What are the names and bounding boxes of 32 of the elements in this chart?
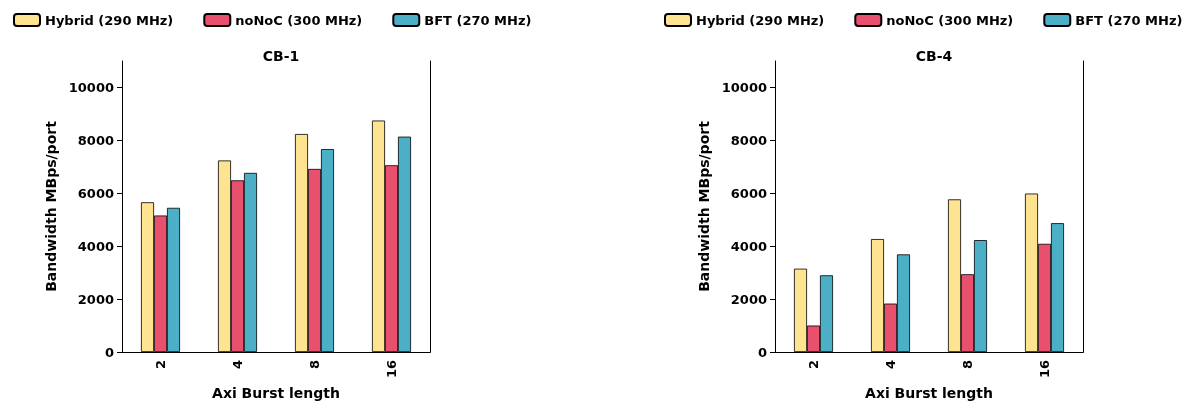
x-tick-label: 4 [230, 360, 245, 370]
y-tick-label: 4000 [77, 238, 114, 254]
chart-title: CB-1 [262, 48, 300, 64]
x-tick-label: 16 [384, 360, 399, 379]
y-tick-label: 8000 [730, 132, 767, 148]
x-tick-label: 8 [960, 360, 975, 370]
y-axis-title: Bandwidth MBps/port [695, 120, 712, 292]
legend-label: noNoC (300 MHz) [235, 12, 363, 28]
y-tick-label: 0 [104, 344, 114, 360]
y-tick-label: 2000 [730, 291, 767, 307]
x-axis-title: Axi Burst length [212, 385, 340, 401]
y-tick-label: 4000 [730, 238, 767, 254]
legend-label: BFT (270 MHz) [1075, 12, 1183, 28]
x-tick-label: 8 [307, 360, 322, 370]
y-tick-label: 6000 [730, 185, 767, 201]
x-tick-label: 2 [806, 360, 821, 370]
y-tick-label: 2000 [77, 291, 114, 307]
x-tick-label: 4 [883, 360, 898, 370]
y-tick-label: 6000 [77, 185, 114, 201]
x-axis-title: Axi Burst length [865, 385, 993, 401]
y-tick-label: 8000 [77, 132, 114, 148]
y-tick-label: 10000 [68, 79, 114, 95]
legend-label: Hybrid (290 MHz) [45, 12, 174, 28]
y-tick-label: 10000 [721, 79, 767, 95]
y-axis-title: Bandwidth MBps/port [42, 120, 59, 292]
legend-label: noNoC (300 MHz) [886, 12, 1014, 28]
x-tick-label: 16 [1037, 360, 1052, 379]
legend-label: Hybrid (290 MHz) [696, 12, 825, 28]
y-tick-label: 0 [757, 344, 767, 360]
x-tick-label: 2 [153, 360, 168, 370]
legend-label: BFT (270 MHz) [424, 12, 532, 28]
chart-title: CB-4 [915, 48, 953, 64]
